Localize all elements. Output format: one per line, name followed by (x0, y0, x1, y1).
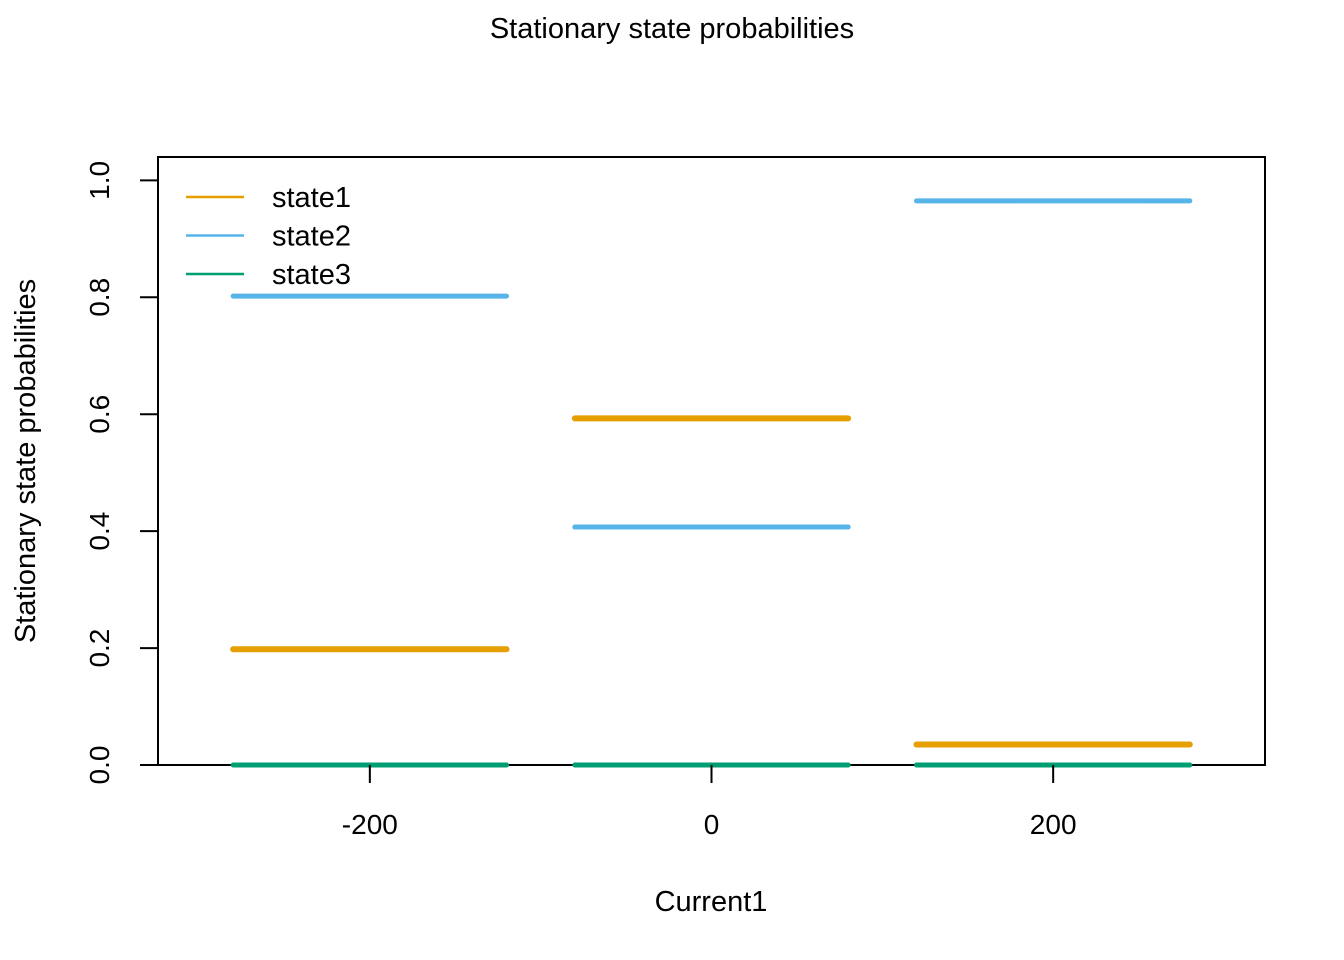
x-tick-label-2: 200 (1030, 809, 1077, 840)
x-tick-label-1: 0 (704, 809, 720, 840)
x-axis-label: Current1 (655, 886, 768, 918)
x-tick-label-0: -200 (342, 809, 398, 840)
y-tick-label-5: 1.0 (84, 161, 115, 200)
y-tick-label-0: 0.0 (84, 746, 115, 785)
y-axis-label: Stationary state probabilities (10, 279, 42, 643)
legend-label-state1: state1 (272, 182, 351, 214)
legend-label-state3: state3 (272, 259, 351, 291)
x-axis: -200 0 200 (342, 765, 1077, 840)
chart-title: Stationary state probabilities (490, 13, 854, 45)
y-tick-label-1: 0.2 (84, 629, 115, 668)
legend-label-state2: state2 (272, 221, 351, 253)
y-tick-label-2: 0.4 (84, 512, 115, 551)
y-axis: 0.0 0.2 0.4 0.6 0.8 1.0 (84, 161, 158, 785)
y-tick-label-3: 0.6 (84, 395, 115, 434)
data-layer (230, 198, 1193, 768)
y-tick-label-4: 0.8 (84, 278, 115, 317)
legend: state1 state2 state3 (186, 182, 351, 291)
